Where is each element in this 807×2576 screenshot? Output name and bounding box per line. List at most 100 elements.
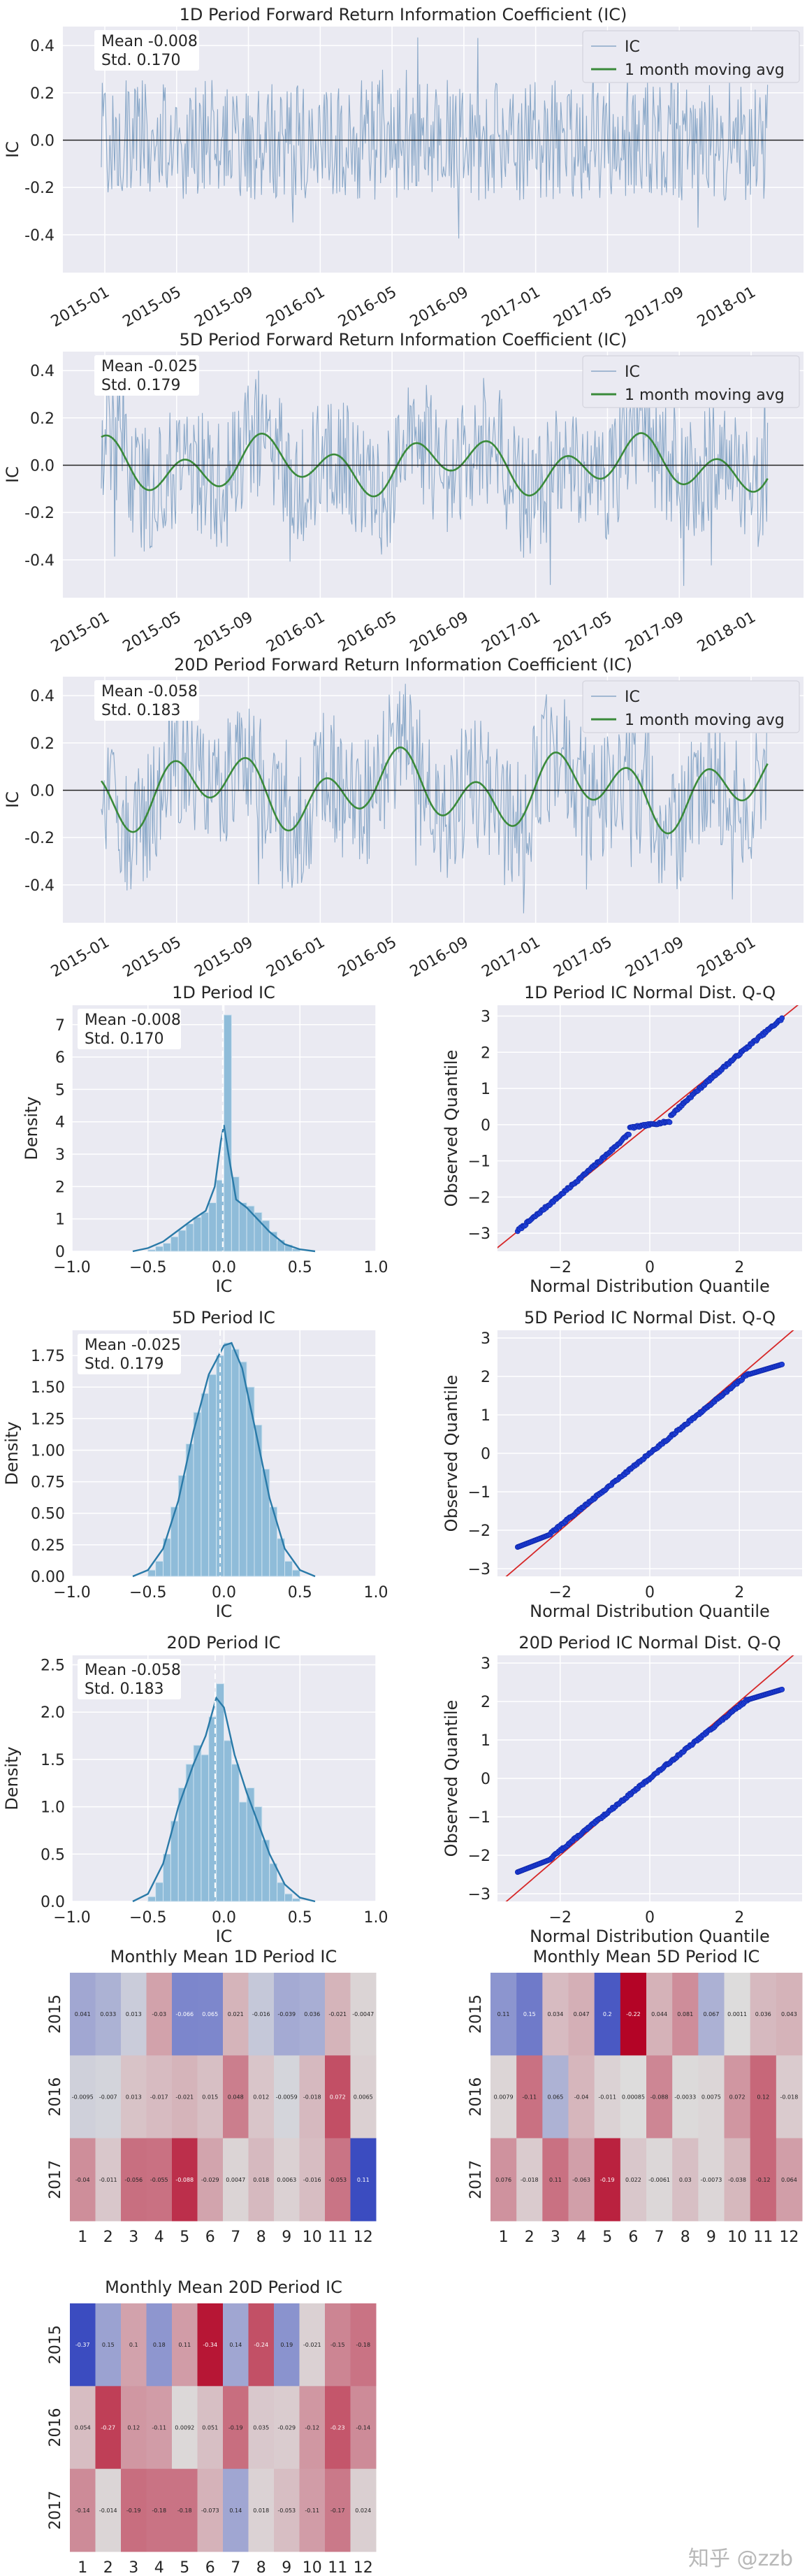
heatmap-cell-label: 0.054 <box>75 2425 91 2431</box>
ts-xtick-label: 2017-05 <box>551 934 615 981</box>
ts-ytick-label: 0.4 <box>30 688 54 705</box>
hist-xtick-label: −1.0 <box>53 1259 90 1276</box>
heatmap-cell <box>274 2138 300 2222</box>
heatmap-cell-label: 0.03 <box>679 2177 692 2183</box>
heatmap-cell <box>776 2055 803 2139</box>
stats-box <box>78 1009 181 1049</box>
ts-xtick-label: 2018-01 <box>695 284 759 331</box>
heatmap-cell-label: 0.11 <box>549 2177 562 2183</box>
hist-ytick-label: 0.50 <box>31 1506 65 1523</box>
stats-mean: Mean -0.008 <box>101 33 198 50</box>
ic-series-line <box>101 684 769 914</box>
heatmap-cell-label: -0.11 <box>522 2094 537 2101</box>
heatmap-cell-label: -0.11 <box>152 2425 166 2431</box>
heatmap-cell <box>95 2386 122 2470</box>
heatmap-col-label: 4 <box>154 2559 164 2576</box>
hist-bar <box>147 1896 157 1902</box>
heatmap-col-label: 5 <box>180 2559 189 2576</box>
hist-xtick-label: −1.0 <box>53 1584 90 1602</box>
qq-title: 20D Period IC Normal Dist. Q-Q <box>518 1633 780 1653</box>
heatmap-cell-label: -0.0059 <box>276 2094 298 2101</box>
qq-panel-qq1: 1D Period IC Normal Dist. Q-Q −2 0 2 3 2 1 0 −1 −… <box>442 983 802 1296</box>
hist-bar <box>231 1176 240 1252</box>
heatmap-cell-label: -0.22 <box>626 2011 641 2017</box>
hist-ytick-label: 0.0 <box>41 1894 65 1911</box>
hist-xtick-label: 0.5 <box>288 1584 312 1602</box>
heatmap-cell-label: -0.12 <box>305 2425 319 2431</box>
hist-ytick-label: 1.75 <box>31 1348 65 1365</box>
hist-xlabel: IC <box>216 1927 233 1946</box>
heatmap-cell <box>197 2138 224 2222</box>
heatmap-col-label: 11 <box>328 2229 347 2246</box>
heatmap-cell-label: 0.036 <box>755 2011 771 2017</box>
heatmap-cell <box>672 2138 699 2222</box>
heatmap-cell-label: -0.011 <box>99 2177 117 2183</box>
ts-xtick-label: 2018-01 <box>695 934 759 981</box>
heatmap-cell-label: 0.0092 <box>175 2425 194 2431</box>
legend-ma-label: 1 month moving avg <box>625 712 785 729</box>
hist-xtick-label: −0.5 <box>129 1259 166 1276</box>
heatmap-cell <box>197 2055 224 2139</box>
heatmap-row-label: 2017 <box>47 2160 64 2199</box>
heatmap-cell-label: 0.041 <box>75 2011 91 2017</box>
heatmap-col-label: 7 <box>655 2229 664 2246</box>
heatmap-title: Monthly Mean 5D Period IC <box>533 1947 759 1966</box>
heatmap-panel-hm20: Monthly Mean 20D Period IC -0.37 0.15 0.1 0.… <box>47 2278 377 2576</box>
heatmap-cell <box>325 2138 351 2222</box>
heatmap-cell-label: 0.047 <box>574 2011 590 2017</box>
heatmap-cell-label: -0.021 <box>328 2011 347 2017</box>
ts-ytick-label: 0.0 <box>30 457 54 475</box>
ts-xtick-label: 2016-09 <box>407 934 472 981</box>
ts-xtick-label: 2017-01 <box>479 284 544 331</box>
qq-ytick-label: −1 <box>468 1484 490 1502</box>
ts-xtick-label: 2016-05 <box>335 609 400 656</box>
heatmap-cell-label: -0.016 <box>303 2177 321 2183</box>
heatmap-cell-label: 0.0065 <box>354 2094 373 2101</box>
heatmap-cell <box>146 2138 173 2222</box>
heatmap-cell <box>70 2055 96 2139</box>
heatmap-cell <box>750 2138 777 2222</box>
legend-ic-label: IC <box>625 38 640 56</box>
heatmap-col-label: 2 <box>525 2229 535 2246</box>
hist-bar <box>177 1475 187 1577</box>
hist-bar <box>185 1223 194 1252</box>
qq-point <box>779 1686 785 1692</box>
qq-xtick-label: 0 <box>645 1259 655 1276</box>
heatmap-title: Monthly Mean 20D Period IC <box>105 2278 342 2297</box>
ts-xtick-label: 2015-05 <box>120 284 184 331</box>
heatmap-cell <box>274 2303 300 2387</box>
heatmap-col-label: 9 <box>282 2229 291 2246</box>
hist-ytick-label: 1.0 <box>41 1799 65 1817</box>
ts-ytick-label: 0.2 <box>30 85 54 103</box>
qq-xtick-label: −2 <box>549 1909 572 1927</box>
heatmap-cell <box>248 2138 275 2222</box>
heatmap-cell <box>95 2138 122 2222</box>
qq-ytick-label: 1 <box>481 1081 490 1098</box>
moving-avg-line <box>101 432 769 498</box>
heatmap-col-label: 11 <box>328 2559 347 2576</box>
heatmap-cell-label: 0.00085 <box>622 2094 645 2101</box>
hist-bar <box>284 1893 293 1902</box>
heatmap-cell-label: -0.14 <box>75 2507 90 2514</box>
hist-bar <box>208 1374 217 1577</box>
heatmap-cell <box>299 2055 326 2139</box>
heatmap-cell-label: -0.18 <box>152 2507 166 2514</box>
stats-box <box>78 1334 181 1374</box>
heatmap-col-label: 4 <box>154 2229 164 2246</box>
hist-xtick-label: −0.5 <box>129 1909 166 1927</box>
heatmap-cell <box>197 1973 224 2056</box>
hist-ylabel: Density <box>2 1421 22 1485</box>
heatmap-cell-label: -0.0047 <box>352 2011 374 2017</box>
moving-avg-line <box>100 746 769 835</box>
hist-bar <box>155 1560 163 1577</box>
hist-bar <box>238 1801 247 1902</box>
qq-point <box>779 1361 785 1367</box>
hist-bar <box>155 1246 163 1252</box>
stats-box <box>78 1659 181 1699</box>
legend-ic-label: IC <box>625 689 640 706</box>
heatmap-cell-label: -0.055 <box>150 2177 168 2183</box>
hist-xtick-label: 0.0 <box>212 1909 236 1927</box>
heatmap-panel-hm1: Monthly Mean 1D Period IC 0.041 0.033 0.013… <box>47 1947 377 2246</box>
ts-xtick-label: 2016-09 <box>407 609 472 656</box>
qq-point <box>626 1132 632 1137</box>
